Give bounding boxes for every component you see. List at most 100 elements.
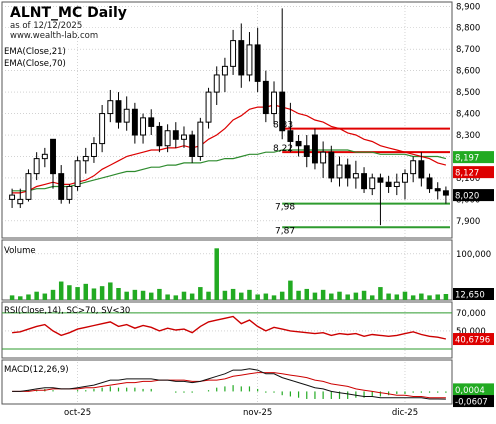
x-tick-label: oct-25 [64,408,91,418]
volume-title: Volume [4,246,36,256]
price-tick-label: 8,400 [456,110,480,120]
rsi-tick-label: 50,000 [456,327,486,337]
resistance-label: 8,33 [273,121,293,131]
candle-down [361,173,368,190]
candlesticks [9,8,449,226]
ema70-line [12,149,447,192]
volume-bar [99,286,105,300]
price-tick-label: 8,900 [456,2,480,12]
volume-bar [435,294,440,300]
volume-bar [214,248,219,300]
candle-down [295,140,302,147]
volume-bar [18,296,23,300]
candle-up [271,91,277,115]
ema21-line [12,104,447,194]
candle-up [33,158,40,175]
candle-down [377,177,384,183]
volume-bar [198,287,203,300]
candle-up [140,117,147,136]
x-axis-labels: oct-25 nov-25 dic-25 [64,408,418,418]
volume-bar [329,293,334,300]
candle-down [172,130,179,140]
price-tick-label: 8,300 [456,131,480,141]
candle-down [426,177,433,190]
as-of-date: as of 12/12/2025 [10,21,82,31]
candle-down [434,188,441,192]
price-value-tag: 8,197 [455,154,479,164]
candle-down [262,80,269,115]
volume-bar [165,294,170,300]
macd-value-tag-box [453,383,494,396]
support-resistance-lines [282,127,450,229]
price-panel: 8,33 8,22 7,98 7,87 [9,8,450,237]
volume-bar [419,293,424,300]
candle-up [41,153,48,160]
volume-bar [157,288,162,300]
candle-up [9,194,16,200]
volume-bar [345,294,350,300]
rsi-value-tag-box [453,333,494,346]
chart-title: ALNT_MC Daily [10,5,127,21]
last-value-tags: 8,197 8,127 8,020 12,650 40,6796 0,0004 -0,060… [453,151,494,408]
volume-bar [288,280,293,300]
price-value-tag: 8,020 [455,192,479,202]
price-value-tag-box [453,151,494,164]
rsi-line [12,315,447,340]
candle-down [189,134,196,157]
volume-bar [75,287,80,300]
candle-up [99,113,106,145]
volume-bar [189,293,195,300]
volume-bar [140,290,146,300]
candle-down [303,145,310,157]
candle-up [90,143,97,157]
price-tick-label: 7,900 [456,217,480,227]
candle-up [66,186,73,200]
volume-bar [394,294,400,300]
volume-bar [247,289,252,300]
candle-up [197,121,204,157]
x-tick-label: dic-25 [392,408,418,418]
candle-up [123,108,130,123]
volume-bar [312,292,318,300]
candle-down [287,130,294,142]
volume-bar [34,291,39,300]
candle-down [115,100,122,123]
volume-bar [132,289,138,300]
volume-bar [337,291,342,300]
level-labels: 8,33 8,22 7,98 7,87 [273,121,295,237]
candle-down [50,138,56,175]
macd-title: MACD(12,26,9) [4,365,69,375]
volume-bar [67,285,72,300]
macd-line [12,368,446,400]
macd-signal-line [12,372,446,399]
volume-value-tag: 12,650 [455,291,485,301]
volume-bar [206,291,211,300]
candle-down [58,173,65,200]
candle-down [238,40,245,76]
volume-bar [91,288,97,300]
volume-bar [239,292,244,300]
rsi-tick-label: 70,000 [456,309,486,319]
candle-down [344,164,351,179]
volume-bar [378,287,383,300]
price-value-tag-box [453,189,494,202]
candle-down [385,181,392,188]
candle-up [181,134,187,140]
volume-bar [263,293,269,300]
candle-up [369,177,376,190]
volume-bar [181,291,187,300]
volume-bar [148,292,154,300]
volume-bar [296,290,301,300]
volume-bar [386,293,391,300]
x-tick-label: nov-25 [243,408,272,418]
volume-bar [83,283,89,300]
candle-down [311,134,318,164]
candle-up [336,164,343,179]
volume-bar [410,295,416,300]
macd-frame [1,359,453,405]
volume-bar [230,288,236,300]
site-label: www.wealth-lab.com [10,31,98,41]
volume-tick-label: 100,000 [456,250,491,260]
